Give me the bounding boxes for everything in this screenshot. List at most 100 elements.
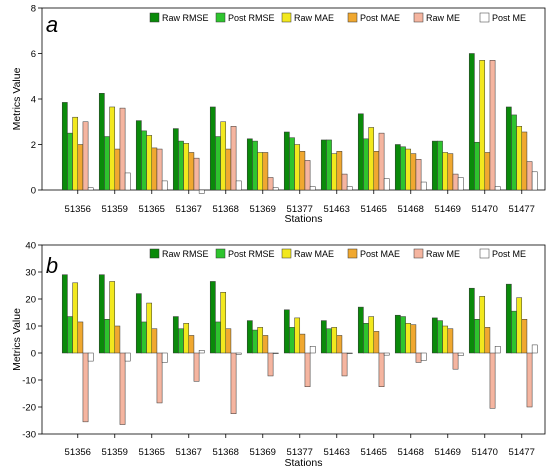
bar-raw-me bbox=[415, 352, 422, 363]
bar-raw-rmse bbox=[283, 309, 290, 354]
bar-raw-mae bbox=[516, 297, 523, 354]
bar-raw-rmse bbox=[61, 102, 68, 191]
legend-swatch bbox=[281, 12, 292, 23]
legend-label: Raw ME bbox=[426, 13, 460, 23]
bar-raw-mae bbox=[516, 126, 523, 191]
bar-post-me bbox=[309, 186, 316, 191]
bar-post-rmse bbox=[326, 139, 332, 191]
bar-post-me bbox=[272, 187, 279, 191]
bar-raw-me bbox=[378, 352, 385, 387]
legend-swatch bbox=[215, 12, 226, 23]
bar-raw-rmse bbox=[209, 106, 216, 191]
bar-post-me bbox=[383, 352, 390, 356]
bar-raw-mae bbox=[331, 153, 338, 191]
chart-panel-b: -30 -20 -10 0 10 20 30 40 Metrics Value Stations b… bbox=[11, 241, 546, 469]
bar-raw-rmse bbox=[468, 287, 475, 354]
x-tick-label: 51367 bbox=[176, 204, 202, 215]
bar-raw-rmse bbox=[320, 320, 327, 354]
bar-raw-me bbox=[452, 173, 459, 191]
x-tick-label: 51468 bbox=[398, 447, 424, 458]
y-tick-label: 20 bbox=[25, 295, 36, 306]
bar-raw-me bbox=[267, 352, 274, 377]
bar-post-rmse bbox=[400, 146, 406, 191]
legend-label: Raw RMSE bbox=[162, 249, 209, 259]
legend-label: Post ME bbox=[492, 13, 526, 23]
x-tick-label: 51368 bbox=[213, 204, 239, 215]
bar-post-mae bbox=[262, 335, 269, 354]
legend-swatch bbox=[149, 12, 160, 23]
x-tick-label: 51468 bbox=[398, 204, 424, 215]
legend-swatch bbox=[479, 12, 490, 23]
bar-raw-me bbox=[415, 159, 422, 191]
legend-swatch bbox=[215, 248, 226, 259]
bar-raw-rmse bbox=[209, 281, 216, 354]
bar-raw-mae bbox=[257, 152, 264, 191]
bar-raw-me bbox=[82, 352, 89, 423]
bar-raw-mae bbox=[257, 327, 264, 354]
bar-post-me bbox=[87, 187, 94, 191]
bar-raw-mae bbox=[72, 282, 79, 354]
bar-post-me bbox=[531, 171, 538, 191]
legend-label: Post ME bbox=[492, 249, 526, 259]
bar-post-rmse bbox=[437, 320, 443, 354]
bar-raw-me bbox=[267, 177, 274, 191]
bar-post-mae bbox=[151, 147, 158, 191]
bar-raw-rmse bbox=[320, 139, 327, 191]
bar-post-rmse bbox=[215, 136, 221, 191]
bar-post-me bbox=[420, 352, 427, 361]
y-tick-label: 8 bbox=[31, 4, 36, 15]
x-tick-label: 51369 bbox=[250, 447, 276, 458]
bar-post-rmse bbox=[289, 137, 295, 191]
x-tick-label: 51470 bbox=[472, 204, 498, 215]
legend-label: Post MAE bbox=[360, 13, 400, 23]
bar-raw-mae bbox=[442, 152, 449, 191]
bar-post-rmse bbox=[326, 328, 332, 354]
bar-raw-mae bbox=[479, 296, 486, 354]
bar-raw-rmse bbox=[505, 106, 512, 191]
bar-raw-rmse bbox=[135, 120, 142, 191]
bar-post-mae bbox=[447, 328, 454, 354]
bar-post-me bbox=[235, 352, 242, 355]
bar-raw-mae bbox=[331, 327, 338, 354]
y-tick-label: 30 bbox=[25, 268, 36, 279]
bar-post-rmse bbox=[67, 316, 73, 354]
bar-raw-me bbox=[156, 148, 163, 191]
bar-raw-rmse bbox=[172, 128, 179, 191]
legend-swatch bbox=[413, 248, 424, 259]
bar-post-me bbox=[531, 344, 538, 354]
bar-post-me bbox=[309, 346, 316, 354]
plot-frame bbox=[41, 244, 546, 435]
bar-post-rmse bbox=[252, 329, 258, 354]
bar-raw-me bbox=[119, 352, 126, 425]
bar-post-mae bbox=[410, 324, 417, 354]
bar-raw-mae bbox=[109, 106, 116, 191]
bar-raw-me bbox=[230, 126, 237, 191]
y-tick-label: -20 bbox=[22, 403, 36, 414]
bar-post-mae bbox=[336, 151, 343, 191]
bar-raw-rmse bbox=[431, 317, 438, 354]
bar-post-me bbox=[420, 181, 427, 191]
bar-raw-mae bbox=[109, 281, 116, 354]
x-tick-label: 51377 bbox=[287, 447, 313, 458]
bar-raw-rmse bbox=[98, 274, 105, 354]
legend-label: Post RMSE bbox=[228, 13, 275, 23]
bar-raw-rmse bbox=[468, 53, 475, 191]
bar-post-rmse bbox=[141, 130, 147, 191]
x-tick-label: 51356 bbox=[65, 204, 91, 215]
bar-raw-me bbox=[378, 132, 385, 191]
bar-raw-rmse bbox=[505, 283, 512, 354]
legend-label: Raw RMSE bbox=[162, 13, 209, 23]
bar-raw-rmse bbox=[98, 93, 105, 191]
bar-post-mae bbox=[299, 151, 306, 191]
y-tick-label: -30 bbox=[22, 430, 36, 441]
bar-raw-me bbox=[82, 121, 89, 191]
bar-raw-rmse bbox=[246, 320, 253, 354]
x-tick-label: 51377 bbox=[287, 204, 313, 215]
x-tick-label: 51368 bbox=[213, 447, 239, 458]
bar-raw-mae bbox=[183, 143, 190, 191]
x-tick-label: 51463 bbox=[324, 204, 350, 215]
bar-raw-rmse bbox=[135, 293, 142, 354]
bar-post-me bbox=[161, 180, 168, 191]
bar-raw-mae bbox=[405, 323, 412, 354]
